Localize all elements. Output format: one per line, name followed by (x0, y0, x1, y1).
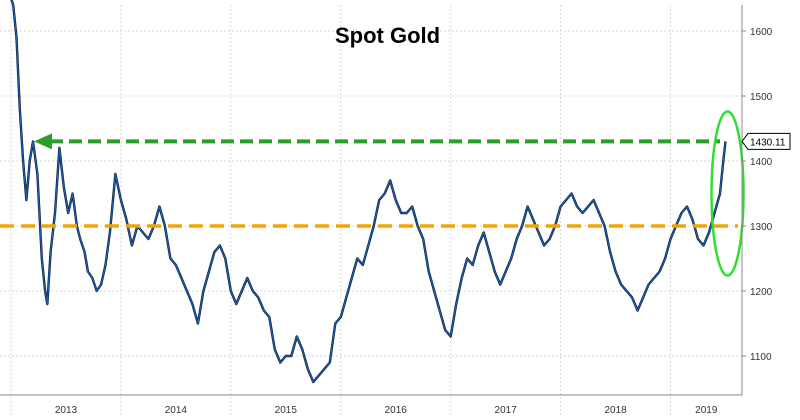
x-tick-label: 2017 (495, 405, 518, 416)
series-line (10, 0, 727, 383)
chart-title: Spot Gold (335, 23, 440, 48)
x-tick-label: 2018 (604, 405, 627, 416)
highlight-ellipse (710, 110, 745, 277)
last-value-box (741, 132, 791, 150)
x-tick-label: 2013 (55, 405, 78, 416)
x-tick-label: 2014 (165, 405, 188, 416)
y-tick-label: 1100 (750, 352, 772, 363)
arrow-head (34, 133, 52, 150)
last-value-callout: 1430.11 (741, 132, 791, 150)
x-tick-label: 2019 (695, 405, 718, 416)
last-value-label: 1430.11 (750, 137, 786, 148)
x-tick-label: 2015 (275, 405, 298, 416)
y-tick-label: 1500 (750, 92, 773, 103)
y-tick-label: 1400 (750, 157, 773, 168)
y-tick-label: 1600 (750, 27, 773, 38)
x-tick-label: 2016 (385, 405, 408, 416)
y-tick-label: 1200 (750, 287, 773, 298)
y-tick-label: 1300 (750, 222, 773, 233)
